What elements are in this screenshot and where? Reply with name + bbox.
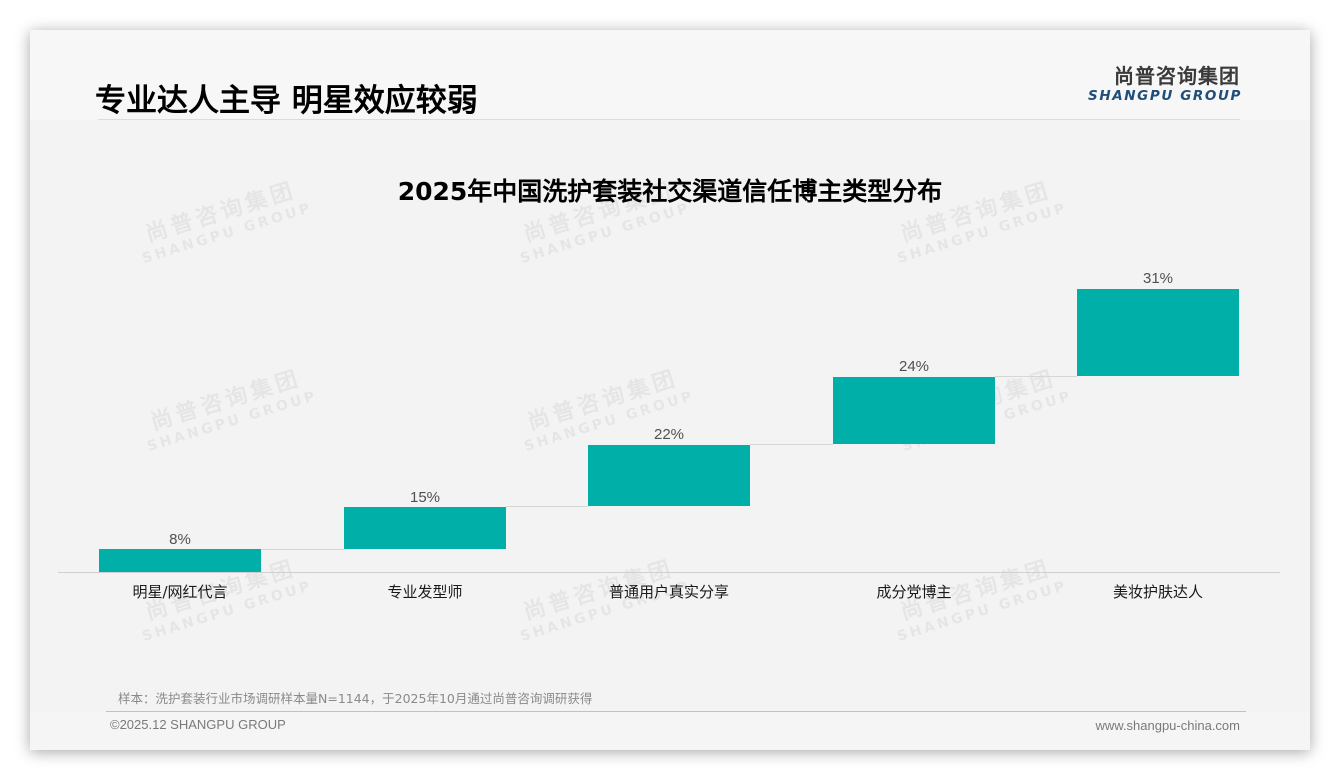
logo-chinese: 尚普咨询集团 — [1114, 64, 1240, 88]
title-divider — [98, 119, 1240, 120]
category-label: 成分党博主 — [876, 583, 952, 601]
footer-copyright: ©2025.12 SHANGPU GROUP — [110, 717, 286, 732]
connector-line — [750, 444, 833, 445]
bar-value-label: 24% — [898, 358, 930, 375]
slide: 尚普咨询集团 SHANGPU GROUP 尚普咨询集团 SHANGPU GROUP … — [30, 30, 1310, 750]
bar-value-label: 8% — [169, 531, 191, 548]
bar-4 — [833, 377, 995, 444]
page-title: 专业达人主导 明星效应较弱 — [95, 83, 478, 119]
company-logo: 尚普咨询集团 SHANGPU GROUP — [1088, 64, 1240, 104]
x-axis-line — [58, 572, 1280, 573]
connector-line — [261, 549, 344, 550]
bar-2 — [344, 507, 506, 549]
footer-divider — [106, 711, 1246, 712]
source-note: 样本：洗护套装行业市场调研样本量N=1144，于2025年10月通过尚普咨询调研… — [118, 691, 593, 706]
bar-value-label: 15% — [409, 489, 441, 506]
bar-value-label: 22% — [653, 426, 685, 443]
chart-title: 2025年中国洗护套装社交渠道信任博主类型分布 — [397, 177, 943, 206]
category-label: 普通用户真实分享 — [608, 583, 729, 601]
footer-band — [30, 712, 1310, 750]
category-label: 专业发型师 — [387, 583, 463, 601]
bar-1 — [99, 549, 261, 572]
bar-3 — [588, 445, 750, 506]
bar-value-label: 31% — [1142, 270, 1174, 287]
bar-5 — [1077, 289, 1239, 376]
header-band — [30, 30, 1310, 120]
category-label: 美妆护肤达人 — [1112, 583, 1203, 601]
connector-line — [506, 506, 588, 507]
footer-website-link[interactable]: www.shangpu-china.com — [1095, 718, 1240, 733]
connector-line — [995, 376, 1077, 377]
waterfall-chart: 8% 明星/网红代言 15% 专业发型师 22% 普通用户真实分享 24% 成分… — [30, 30, 1310, 750]
category-label: 明星/网红代言 — [132, 583, 228, 601]
logo-english: SHANGPU GROUP — [1088, 88, 1243, 104]
